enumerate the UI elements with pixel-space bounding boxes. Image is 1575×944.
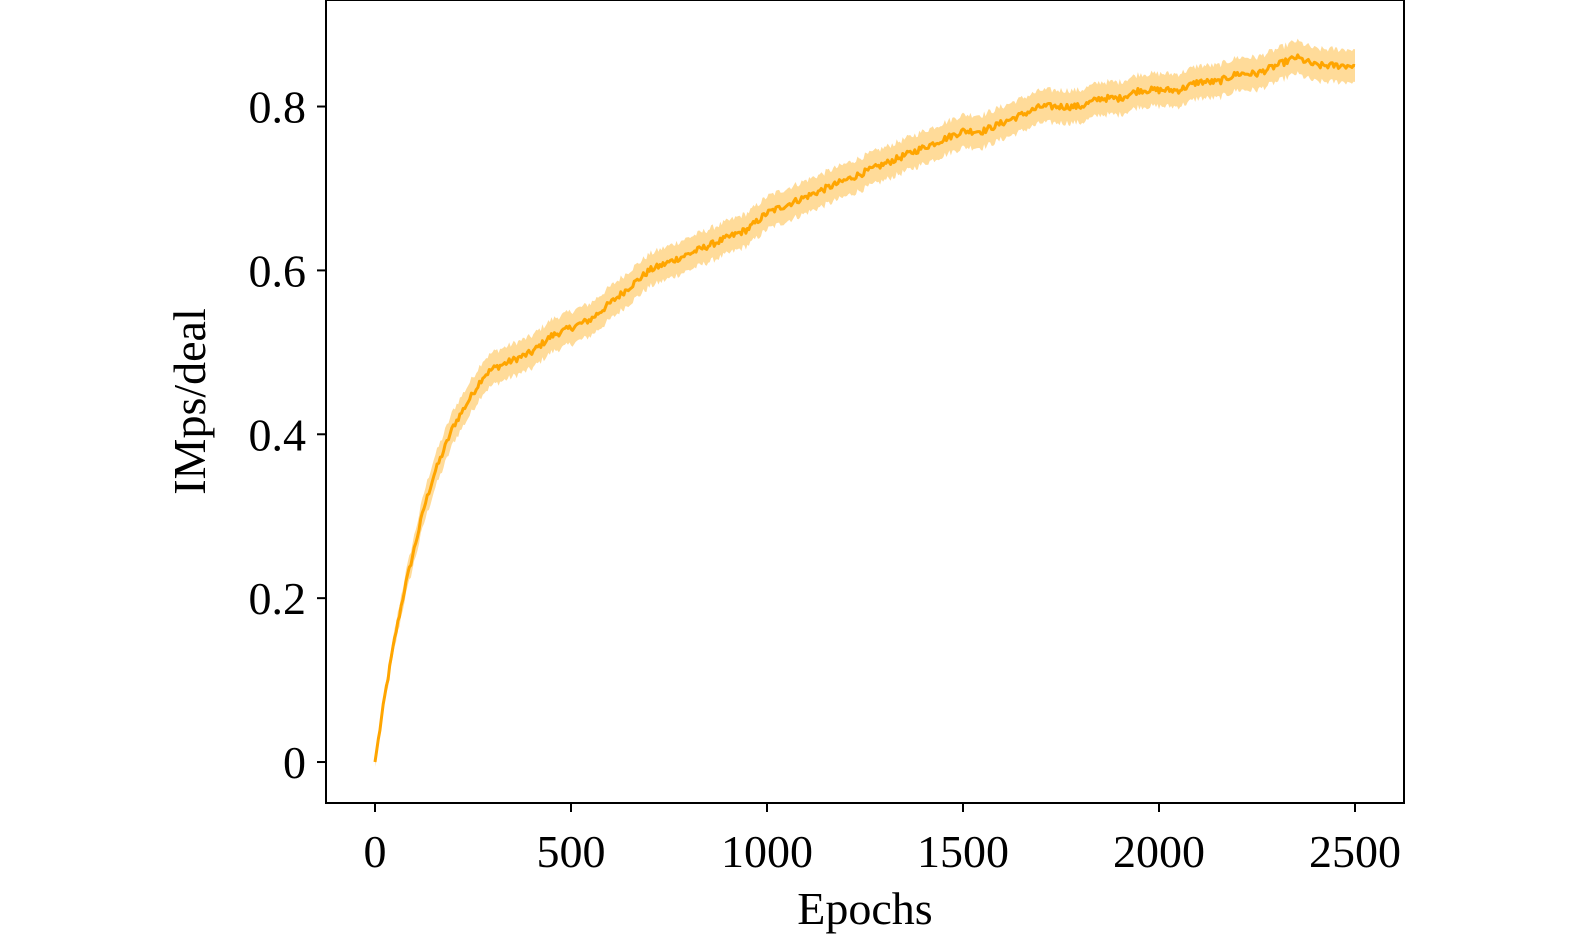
series-0-confidence-band	[375, 38, 1355, 767]
x-tick-label: 1500	[917, 826, 1009, 877]
x-tick-label: 0	[364, 826, 387, 877]
x-tick-label: 1000	[721, 826, 813, 877]
y-tick-label: 0.8	[249, 82, 307, 133]
y-tick-label: 0.6	[249, 245, 307, 296]
axes: 0 500 1000 1500 2000 2500 0 0.2 0.4 0.6 0.8	[249, 0, 1405, 877]
series-0-line	[373, 53, 1356, 763]
x-tick-label: 2000	[1113, 826, 1205, 877]
plot-area	[373, 38, 1356, 767]
x-tick-label: 500	[537, 826, 606, 877]
y-tick-label: 0	[283, 737, 306, 788]
y-axis-label: IMps/deal	[164, 308, 215, 495]
y-tick-label: 0.4	[249, 409, 307, 460]
y-tick-label: 0.2	[249, 573, 307, 624]
axes-frame	[325, 0, 1405, 804]
x-axis-label: Epochs	[797, 883, 932, 934]
x-tick-label: 2500	[1309, 826, 1401, 877]
